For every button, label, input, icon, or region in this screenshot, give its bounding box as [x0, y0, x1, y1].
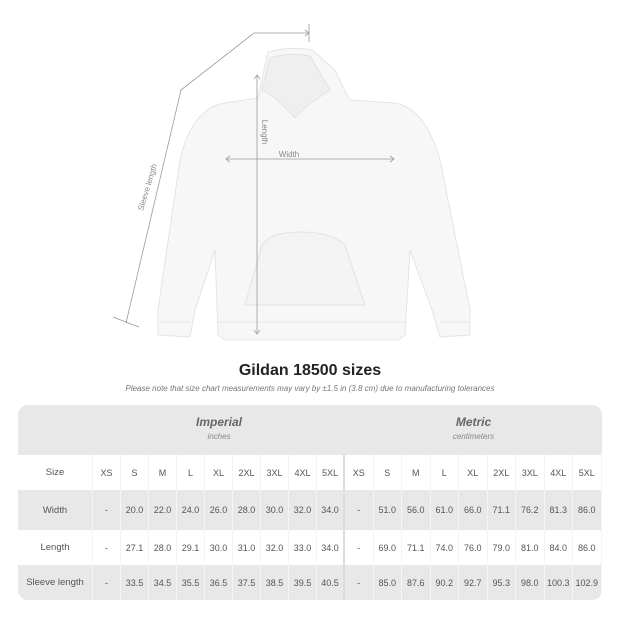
metric-cell: 81.3 [545, 490, 573, 530]
imperial-cell: 33.5 [121, 565, 149, 600]
size-header-row: Size XS S M L XL 2XL 3XL 4XL 5XL XS S M L XL 2XL 3XL 4XL 5… [18, 455, 602, 490]
metric-cell: 84.0 [545, 530, 573, 565]
imperial-cell: 29.1 [177, 530, 205, 565]
page-title: Gildan 18500 sizes [238, 362, 382, 379]
imperial-cell: 20.0 [121, 490, 149, 530]
imperial-cell: 34.5 [149, 565, 177, 600]
table-row: Width -20.0 22.0 24.0 26.0 28.0 30.0 32.0 34.0-5… [18, 490, 602, 530]
imperial-cell: XS [93, 455, 121, 490]
metric-title: Metric [455, 415, 492, 429]
metric-cell: 71.1 [402, 530, 431, 565]
imperial-cell: 2XL [233, 455, 261, 490]
imperial-cell: L [177, 455, 205, 490]
imperial-cell: 24.0 [177, 490, 205, 530]
row-label: Length [18, 530, 93, 565]
metric-cell: 69.0 [374, 530, 402, 565]
metric-group: Metric centimeters [345, 415, 602, 441]
row-label: Width [18, 490, 93, 530]
metric-cell: XS [345, 455, 374, 490]
tolerance-note: Please note that size chart measurements… [125, 384, 495, 393]
metric-cell: XL [459, 455, 488, 490]
imperial-cell: 36.5 [205, 565, 233, 600]
imperial-cell: - [93, 490, 121, 530]
imperial-cell: 33.0 [289, 530, 317, 565]
metric-cell: 86.0 [573, 530, 602, 565]
metric-cell: 51.0 [374, 490, 402, 530]
metric-cell: 3XL [516, 455, 545, 490]
length-label: Length [260, 120, 269, 144]
metric-cell: S [374, 455, 402, 490]
imperial-cell: 22.0 [149, 490, 177, 530]
metric-cell: 4XL [545, 455, 573, 490]
imperial-cell: XL [205, 455, 233, 490]
imperial-cell: 28.0 [149, 530, 177, 565]
metric-cell: 5XL [573, 455, 602, 490]
imperial-cell: - [93, 565, 121, 600]
imperial-cell: 38.5 [261, 565, 289, 600]
imperial-cell: 30.0 [261, 490, 289, 530]
row-label: Size [18, 455, 93, 490]
metric-cell: 81.0 [516, 530, 545, 565]
metric-cell: 95.3 [488, 565, 516, 600]
imperial-cell: 34.0 [317, 530, 345, 565]
table-row: Sleeve length -33.5 34.5 35.5 36.5 37.5 38.5 39… [18, 565, 602, 600]
imperial-title: Imperial [195, 415, 243, 429]
sleeve-end-tick [112, 316, 140, 328]
metric-cell: 71.1 [488, 490, 516, 530]
metric-cell: 74.0 [431, 530, 459, 565]
metric-cell: 85.0 [374, 565, 402, 600]
table-row: Length -27.1 28.0 29.1 30.0 31.0 32.0 33.0 34.0-… [18, 530, 602, 565]
imperial-cell: 3XL [261, 455, 289, 490]
metric-cell: 98.0 [516, 565, 545, 600]
imperial-cell: 32.0 [261, 530, 289, 565]
metric-cell: 87.6 [402, 565, 431, 600]
metric-cell: 100.3 [545, 565, 573, 600]
imperial-cell: 5XL [317, 455, 345, 490]
imperial-cell: 28.0 [233, 490, 261, 530]
metric-cell: 92.7 [459, 565, 488, 600]
imperial-cell: 34.0 [317, 490, 345, 530]
row-label: Sleeve length [18, 565, 93, 600]
imperial-cell: 31.0 [233, 530, 261, 565]
sleeve-length-label: Sleeve length [136, 163, 159, 212]
imperial-cell: M [149, 455, 177, 490]
metric-cell: 66.0 [459, 490, 488, 530]
hoodie-image [157, 47, 471, 341]
metric-cell: M [402, 455, 431, 490]
hoodie-diagram: Sleeve length Length Width [112, 24, 471, 341]
imperial-group: Imperial inches [93, 415, 345, 441]
imperial-cell: 39.5 [289, 565, 317, 600]
imperial-unit: inches [207, 432, 231, 441]
metric-cell: 2XL [488, 455, 516, 490]
metric-cell: 86.0 [573, 490, 602, 530]
imperial-cell: 32.0 [289, 490, 317, 530]
sleeve-length-measure-line [125, 32, 309, 324]
metric-cell: 76.2 [516, 490, 545, 530]
imperial-cell: 4XL [289, 455, 317, 490]
metric-cell: - [345, 565, 374, 600]
imperial-cell: S [121, 455, 149, 490]
metric-unit: centimeters [452, 432, 495, 441]
width-label: Width [279, 150, 299, 159]
imperial-cell: 40.5 [317, 565, 345, 600]
imperial-cell: 35.5 [177, 565, 205, 600]
metric-cell: 56.0 [402, 490, 431, 530]
metric-cell: - [345, 490, 374, 530]
imperial-cell: 26.0 [205, 490, 233, 530]
imperial-cell: - [93, 530, 121, 565]
metric-cell: 79.0 [488, 530, 516, 565]
metric-cell: 76.0 [459, 530, 488, 565]
imperial-cell: 37.5 [233, 565, 261, 600]
metric-cell: 102.9 [573, 565, 602, 600]
metric-cell: 61.0 [431, 490, 459, 530]
metric-cell: L [431, 455, 459, 490]
size-table: Imperial inches Metric centimeters Size X… [18, 405, 602, 600]
metric-cell: 90.2 [431, 565, 459, 600]
imperial-cell: 30.0 [205, 530, 233, 565]
imperial-cell: 27.1 [121, 530, 149, 565]
metric-cell: - [345, 530, 374, 565]
unit-header: Imperial inches Metric centimeters [18, 405, 602, 455]
